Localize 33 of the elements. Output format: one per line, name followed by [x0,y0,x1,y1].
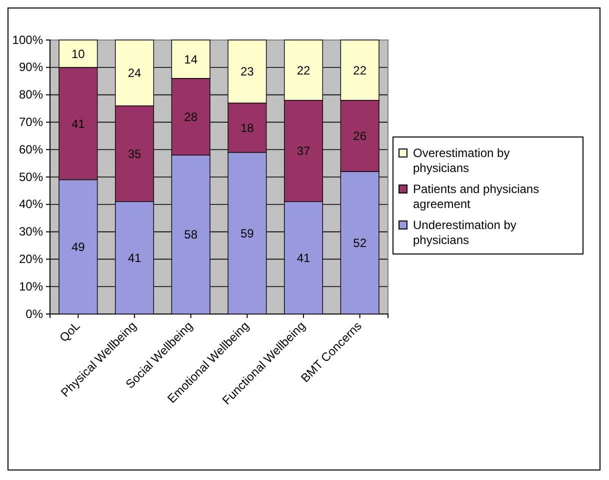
data-label: 24 [128,66,142,80]
y-tick-label: 0% [26,306,44,321]
y-tick-label: 100% [12,32,44,47]
y-tick-label: 40% [18,197,44,212]
data-label: 49 [71,240,86,254]
y-tick-label: 30% [18,224,44,239]
data-label: 22 [353,63,367,78]
data-label: 35 [128,146,142,161]
data-label: 23 [240,64,254,79]
y-tick-label: 10% [18,279,44,294]
y-tick-label: 70% [18,115,44,130]
y-tick-label: 90% [18,60,44,74]
data-label: 10 [71,46,86,61]
data-label: 14 [184,52,198,66]
y-tick-label: 80% [18,88,44,102]
data-label: 41 [128,251,142,266]
legend-label: Underestimation by physicians [413,218,516,247]
y-tick-label: 60% [18,142,44,156]
data-label: 18 [240,120,254,135]
data-label: 26 [353,129,367,144]
x-tick-label: QoL [56,318,83,345]
data-label: 59 [240,226,254,240]
data-label: 52 [353,236,367,250]
data-label: 41 [296,251,310,266]
legend-label: Overestimation by physicians [413,146,510,175]
data-label: 41 [71,116,86,131]
data-label: 58 [184,228,198,242]
data-label: 28 [184,110,198,124]
legend-label: Patients and physicians agreement [413,182,540,211]
y-tick-label: 50% [18,170,44,184]
data-label: 37 [296,144,310,158]
y-tick-label: 20% [18,252,44,266]
data-label: 22 [296,63,310,78]
